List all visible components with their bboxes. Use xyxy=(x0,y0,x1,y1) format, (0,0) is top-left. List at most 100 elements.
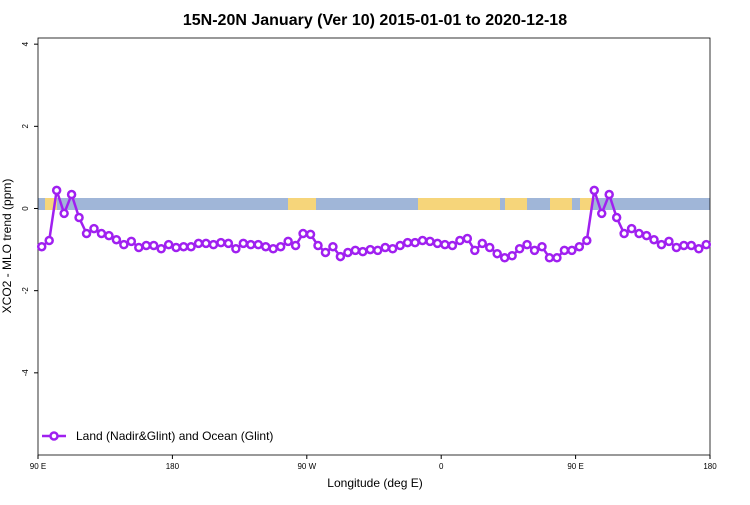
point xyxy=(238,238,249,249)
point xyxy=(410,237,420,248)
point xyxy=(365,244,376,255)
point xyxy=(582,235,592,246)
point xyxy=(193,238,204,249)
point xyxy=(178,241,189,252)
x-tick-label: 90 E xyxy=(30,462,46,471)
land-patch xyxy=(580,198,592,210)
point xyxy=(328,241,338,252)
point xyxy=(664,236,674,247)
point xyxy=(589,185,600,196)
point xyxy=(440,239,450,250)
land-patch xyxy=(418,198,500,210)
point xyxy=(686,240,697,251)
point xyxy=(260,241,271,252)
y-tick-label: 2 xyxy=(21,124,30,129)
point xyxy=(634,228,644,239)
point xyxy=(679,240,689,251)
x-tick-label: 180 xyxy=(166,462,180,471)
point xyxy=(701,239,712,250)
y-axis-label: XCO2 - MLO trend (ppm) xyxy=(0,179,14,314)
point xyxy=(51,185,62,196)
point xyxy=(537,241,547,252)
point xyxy=(290,240,301,251)
point xyxy=(201,238,211,249)
point xyxy=(223,238,234,249)
point xyxy=(574,241,585,252)
point xyxy=(611,212,622,223)
point xyxy=(402,237,413,248)
point xyxy=(81,228,92,239)
point xyxy=(313,240,323,251)
point xyxy=(544,253,555,263)
land-patch xyxy=(505,198,527,210)
point xyxy=(163,239,174,250)
point xyxy=(134,242,144,253)
x-tick-label: 180 xyxy=(703,462,717,471)
point xyxy=(552,253,562,263)
x-axis-label: Longitude (deg E) xyxy=(327,476,422,490)
point xyxy=(253,239,264,250)
point xyxy=(559,245,570,256)
point xyxy=(492,248,502,259)
point xyxy=(148,240,159,251)
y-tick-label: 0 xyxy=(21,206,30,211)
point xyxy=(350,245,361,256)
point xyxy=(529,245,540,256)
point xyxy=(268,244,278,254)
point xyxy=(477,238,488,249)
point xyxy=(246,239,256,250)
point xyxy=(499,253,510,263)
point xyxy=(343,247,353,258)
y-tick-label: 4 xyxy=(21,41,30,46)
point xyxy=(186,241,196,252)
point xyxy=(298,228,308,239)
point xyxy=(649,234,659,245)
point xyxy=(320,247,331,258)
point xyxy=(111,234,122,245)
point xyxy=(283,236,293,247)
point xyxy=(484,242,495,253)
chart-title: 15N-20N January (Ver 10) 2015-01-01 to 2… xyxy=(183,12,567,29)
point xyxy=(74,212,84,223)
point xyxy=(36,241,47,252)
point xyxy=(470,245,480,256)
point xyxy=(567,245,577,256)
point xyxy=(104,230,114,241)
point xyxy=(387,244,398,254)
point xyxy=(604,189,614,200)
point xyxy=(208,239,219,250)
point xyxy=(44,235,54,246)
point xyxy=(171,242,181,253)
point xyxy=(231,244,241,254)
land-patch xyxy=(288,198,316,210)
point xyxy=(335,251,346,262)
point xyxy=(641,230,652,241)
point xyxy=(305,229,316,240)
point xyxy=(656,239,667,250)
point xyxy=(96,228,107,239)
point xyxy=(216,237,226,248)
y-tick-label: -2 xyxy=(21,287,30,295)
point xyxy=(619,228,629,239)
map-strip xyxy=(38,198,710,210)
ocean-strip xyxy=(38,198,710,210)
point xyxy=(126,236,137,247)
point xyxy=(432,238,443,249)
point xyxy=(596,208,607,219)
point xyxy=(89,223,99,234)
point xyxy=(380,242,390,253)
point xyxy=(671,242,682,253)
point xyxy=(514,244,525,254)
legend-marker xyxy=(49,431,59,441)
point xyxy=(626,223,637,234)
point xyxy=(507,250,517,261)
point xyxy=(275,241,286,252)
land-patch xyxy=(550,198,572,210)
point xyxy=(455,235,465,246)
point xyxy=(141,240,152,251)
point xyxy=(66,189,77,200)
point xyxy=(358,246,368,257)
point xyxy=(119,239,129,250)
